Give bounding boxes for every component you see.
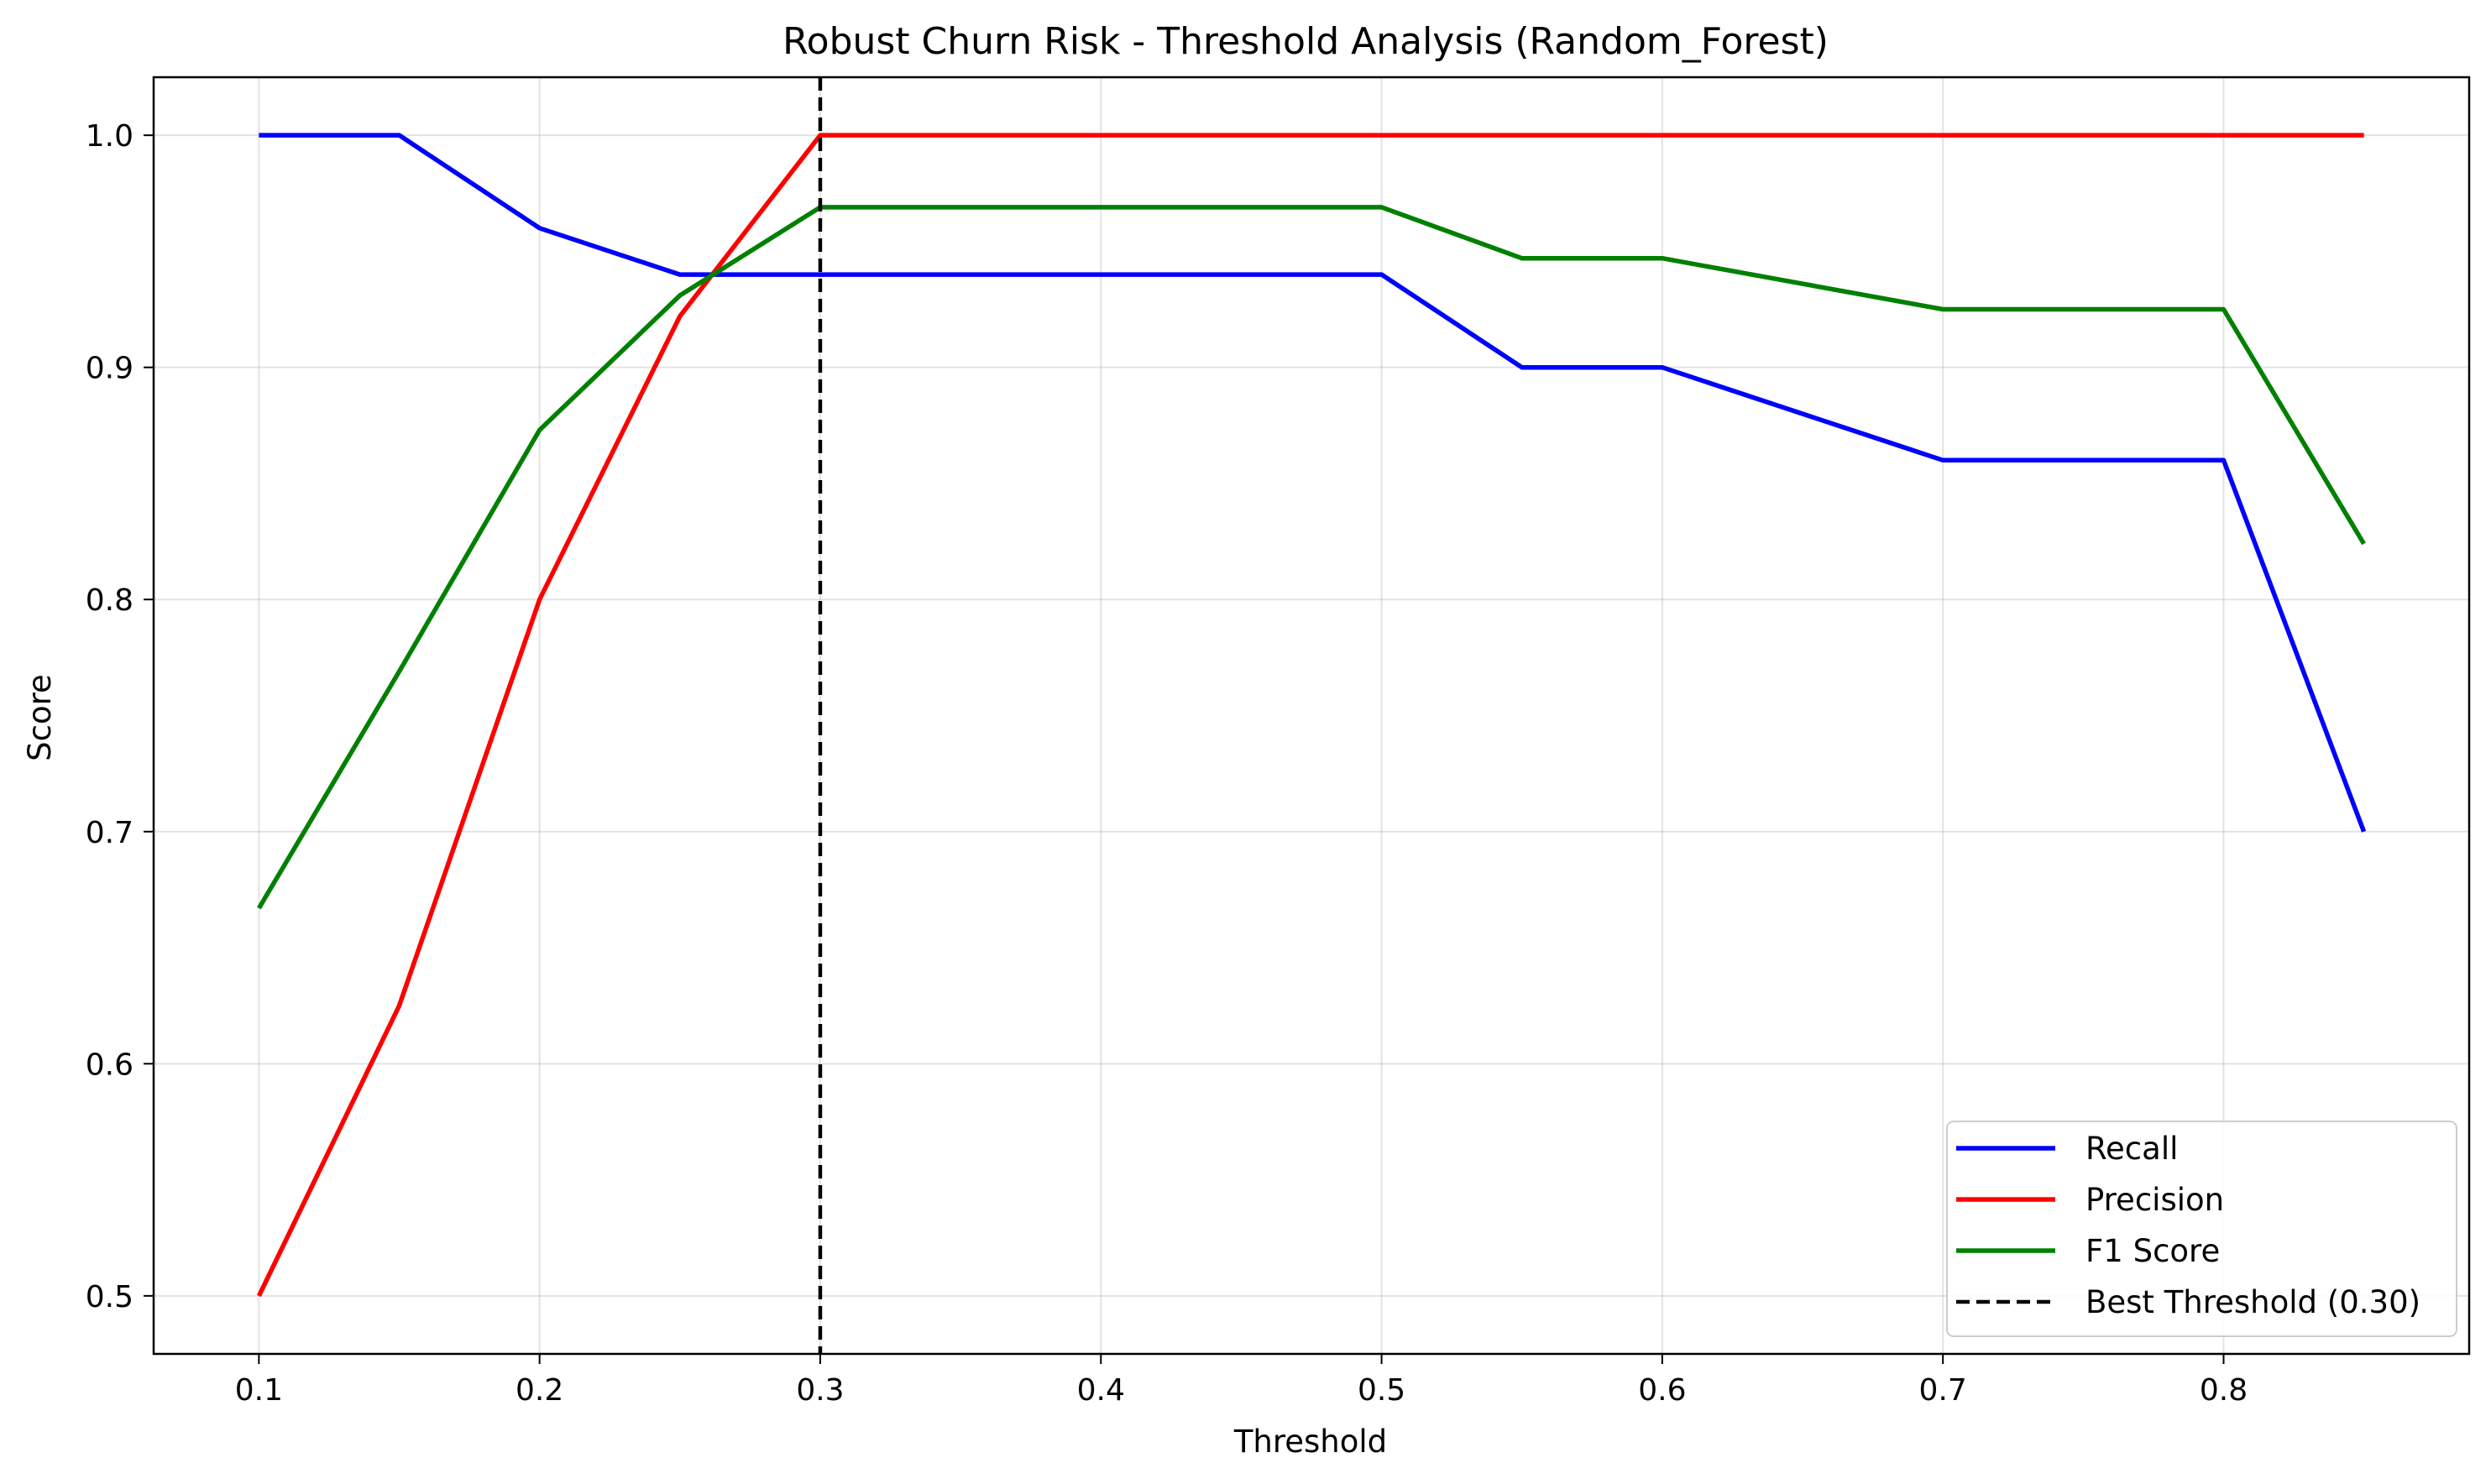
- legend-label-precision: Precision: [2085, 1182, 2224, 1218]
- y-tick-label: 0.6: [86, 1048, 133, 1082]
- x-axis-label: Threshold: [1233, 1424, 1387, 1460]
- x-tick-label: 0.8: [2200, 1373, 2248, 1408]
- y-tick-label: 0.7: [86, 816, 133, 850]
- legend-label-recall: Recall: [2085, 1131, 2178, 1167]
- series-layer: [256, 133, 2367, 1298]
- series-line-f1-score: [257, 205, 2366, 910]
- y-tick-label: 1.0: [86, 119, 133, 154]
- series-line-recall: [259, 133, 2367, 833]
- x-tick-label: 0.5: [1358, 1373, 1405, 1408]
- series-line-precision: [256, 133, 2364, 1298]
- legend-label-best-threshold-0-30-: Best Threshold (0.30): [2085, 1284, 2420, 1320]
- x-tick-label: 0.1: [235, 1373, 283, 1408]
- y-axis: 0.5 0.6 0.7 0.8 0.9 1.0: [86, 119, 154, 1314]
- x-tick-label: 0.2: [515, 1373, 563, 1408]
- x-tick-label: 0.3: [796, 1373, 844, 1408]
- y-axis-label: Score: [22, 674, 58, 761]
- x-tick-label: 0.7: [1919, 1373, 1967, 1408]
- legend-box: [1946, 1121, 2457, 1337]
- plot-frame: [152, 76, 2471, 1356]
- x-axis: 0.1 0.2 0.3 0.4 0.5 0.6 0.7 0.8: [235, 1354, 2248, 1408]
- y-tick-label: 0.8: [86, 583, 133, 618]
- y-tick-label: 0.9: [86, 352, 133, 386]
- legend-label-f1-score: F1 Score: [2085, 1233, 2220, 1269]
- y-tick-label: 0.5: [86, 1280, 133, 1314]
- chart-title: Robust Churn Risk - Threshold Analysis (…: [782, 20, 1829, 63]
- x-tick-label: 0.6: [1638, 1373, 1686, 1408]
- x-tick-label: 0.4: [1077, 1373, 1125, 1408]
- legend: Recall Precision F1 Score Best Threshold (0…: [1946, 1121, 2457, 1337]
